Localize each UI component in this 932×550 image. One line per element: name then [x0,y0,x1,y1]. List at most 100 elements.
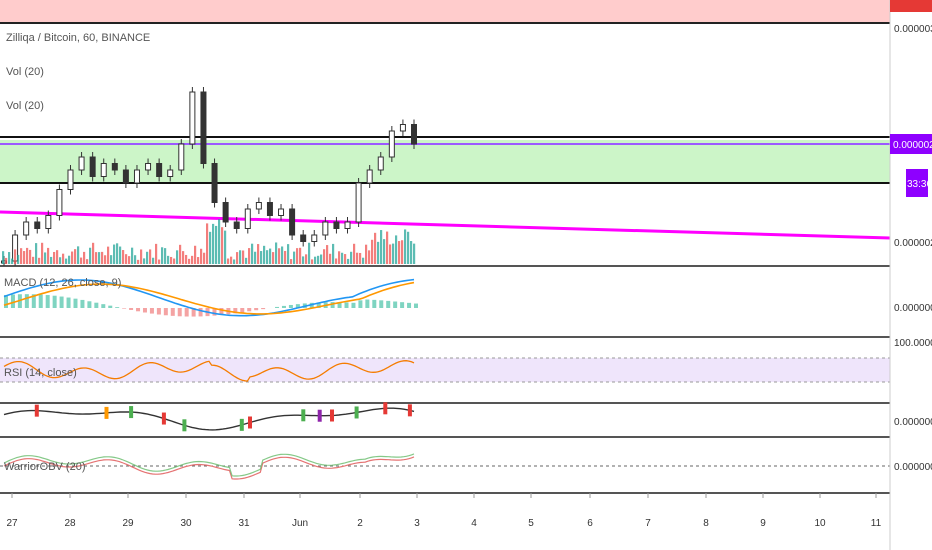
volume-bar [20,248,23,264]
oscillator-dot [330,409,334,422]
macd-histogram-bar [288,304,293,308]
candle-body [289,208,296,236]
volume-bars [2,219,416,264]
volume-bar [32,256,35,264]
oscillator-dot [182,419,187,432]
volume-bar [101,251,104,264]
volume-bar [383,239,386,264]
candle-body [388,130,395,158]
macd-histogram-bar [122,308,127,309]
volume-bar [332,243,335,264]
volume-bar [404,229,407,264]
volume-bar [140,249,143,264]
macd-histogram-bar [149,308,154,314]
volume-bar [242,250,245,264]
oscillator-pane [3,402,415,432]
obv-pane [3,453,415,480]
volume-bar [290,259,293,264]
volume-bar [113,244,116,264]
top-price-tag [890,0,932,12]
volume-bar [407,231,410,264]
candle-body [399,124,406,132]
volume-bar [287,244,290,264]
volume-bar [308,242,311,264]
volume-bar [26,247,29,264]
macd-line [3,278,415,317]
volume-bar [149,249,152,264]
volume-bar [77,246,80,264]
volume-bar [185,254,188,264]
candle-body [145,163,152,171]
macd-histogram-bar [365,299,370,308]
x-tick-label: 11 [871,518,882,529]
volume-bar [245,257,248,264]
price-series [1,87,417,266]
volume-bar [266,250,269,264]
volume-bar [320,254,323,264]
x-tick-label: 10 [814,518,826,529]
macd-histogram-bar [295,304,300,308]
volume-bar [218,219,221,264]
volume-bar [389,244,392,264]
macd-histogram-bar [177,308,182,317]
candle-body [322,221,329,236]
oscillator-dot [239,418,244,431]
volume-bar [341,252,344,264]
macd-histogram-bar [414,303,418,308]
volume-bar [299,247,302,264]
volume-bar [179,244,182,264]
volume-bar [188,258,191,264]
volume-bar [110,255,113,264]
candle-body [45,215,52,229]
volume-bar [359,252,362,264]
macd-histogram-bar [316,302,321,308]
macd-histogram-bar [407,302,412,308]
volume-bar [131,247,134,264]
time-axis: 27 28 29 30 31 Jun 2 3 4 5 6 7 8 9 10 11 [6,493,882,529]
volume-bar [95,252,98,264]
volume-bar [50,256,53,264]
oscillator-dot [407,404,412,417]
x-tick-label: Jun [292,518,308,529]
volume-bar [215,225,218,264]
volume-bar [347,258,350,264]
x-tick-label: 8 [703,518,709,529]
volume-bar [311,259,314,264]
candle-body [23,221,30,236]
volume-bar [239,250,242,264]
x-tick-label: 9 [760,518,766,529]
macd-histogram-bar [45,295,50,308]
volume-bar [209,231,212,264]
oscillator-dot [161,412,166,425]
macd-histogram-bar [379,300,384,308]
volume-bar [197,257,200,264]
macd-histogram-bar [358,300,363,308]
chart-title: Zilliqa / Bitcoin, 60, BINANCE [6,32,150,44]
volume-bar [230,256,233,264]
indicator-labels: MACD (12, 26, close, 9) 0.00000000 RSI (14… [4,277,932,473]
candle-body [178,143,185,171]
volume-bar [53,251,56,264]
candle-body [300,234,307,242]
macd-histogram-bar [87,301,92,308]
volume-bar [119,246,122,264]
macd-histogram-bar [337,302,342,308]
rsi-pane [3,360,415,382]
candle-body [411,124,417,145]
volume-bar [89,247,92,264]
candle-body [167,169,174,177]
osc-axis-label: 0.00000000 [894,417,932,428]
macd-histogram-bar [4,294,8,308]
volume-bar [377,241,380,264]
volume-bar [260,251,263,264]
macd-histogram-bar [386,300,391,308]
volume-bar [314,256,317,264]
macd-histogram-bar [400,302,405,308]
rsi-axis-label: 100.0000000 [894,338,932,349]
macd-histogram-bar [80,299,85,308]
obv-signal-line [3,453,415,477]
volume-bar [143,258,146,264]
volume-bar [224,230,227,264]
macd-histogram-bar [219,308,224,315]
